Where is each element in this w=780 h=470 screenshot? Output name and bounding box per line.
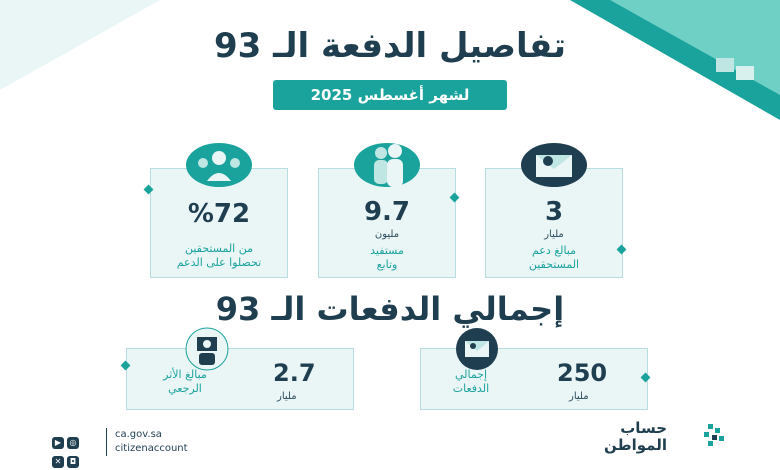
web-icon[interactable]: ◎ — [67, 437, 79, 449]
footer-links: ca.gov.sa citizenaccount — [106, 428, 188, 456]
website-link[interactable]: ca.gov.sa — [115, 429, 162, 440]
stat-card-beneficiaries: 9.7 مليون مستفيد وتابع — [318, 143, 456, 278]
stat-value: 9.7 — [363, 197, 411, 227]
stat-value: 3 — [544, 197, 564, 227]
stat-card-percentage: %72 من المستحقين تحصلوا على الدعم — [150, 143, 288, 278]
totals-title: إجمالي الدفعات الـ 93 — [215, 290, 565, 328]
decorative-squares — [716, 58, 760, 88]
money-envelope-icon — [455, 327, 499, 375]
group-icon — [185, 141, 253, 191]
total-card-retroactive: مبالغ الأثر الرجعي 2.7 مليار — [126, 327, 354, 410]
instagram-icon[interactable]: ◘ — [67, 456, 79, 468]
x-icon[interactable]: ✕ — [52, 456, 64, 468]
money-envelope-icon — [520, 141, 588, 191]
stat-label-line1: مبالغ دعم — [531, 244, 577, 257]
total-value: 2.7 — [273, 359, 316, 387]
total-card-payments: إجمالي الدفعات 250 مليار — [420, 328, 648, 410]
stat-unit: مليار — [544, 229, 564, 240]
citizen-account-logo: حساب المواطن — [604, 420, 744, 460]
total-unit: مليار — [277, 391, 297, 402]
stat-label-line2: وتابع — [376, 258, 398, 271]
social-handle[interactable]: citizenaccount — [115, 443, 188, 454]
total-unit: مليار — [569, 391, 589, 402]
people-icon — [353, 141, 421, 191]
stat-label-line1: من المستحقين — [184, 242, 254, 255]
total-label-line1: مبالغ الأثر — [163, 368, 207, 381]
total-label-line1: إجمالي — [454, 368, 488, 381]
stat-label-line2: تحصلوا على الدعم — [176, 256, 262, 269]
youtube-icon[interactable]: ▶ — [52, 437, 64, 449]
total-value: 250 — [557, 359, 608, 387]
total-label-line2: الرجعي — [168, 382, 202, 395]
stat-label-line1: مستفيد — [370, 244, 404, 257]
social-icons: ▶ ◎ ✕ ◘ — [52, 430, 82, 468]
stat-card-support-amount: 3 مليار مبالغ دعم المستحقين — [485, 143, 623, 278]
total-label-line2: الدفعات — [452, 382, 490, 395]
stat-label-line2: المستحقين — [528, 258, 580, 271]
page-title: تفاصيل الدفعة الـ 93 — [213, 26, 567, 66]
stat-unit: مليون — [374, 229, 400, 240]
stat-value: %72 — [187, 199, 251, 229]
logo-text: حساب المواطن — [604, 419, 668, 454]
hand-money-icon — [185, 327, 229, 375]
corner-decoration-left — [0, 0, 160, 90]
logo-mark-icon — [700, 424, 726, 450]
month-badge: لشهر أغسطس 2025 — [273, 80, 507, 110]
